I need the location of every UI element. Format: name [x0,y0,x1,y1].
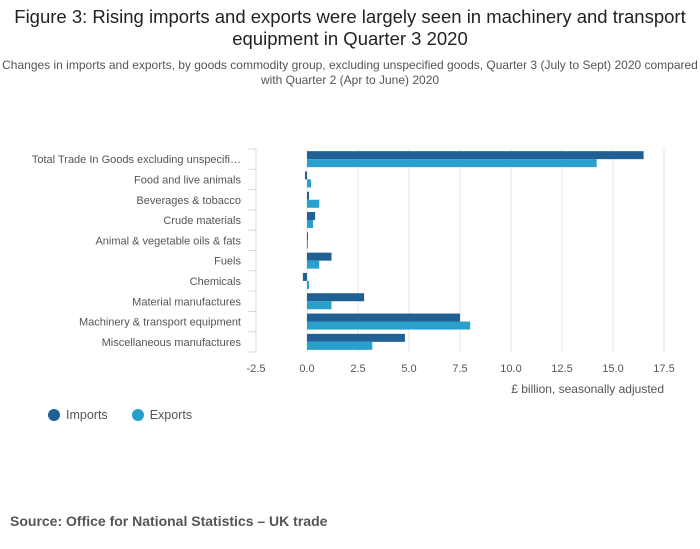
category-label: Miscellaneous manufactures [102,337,242,349]
bar-imports [307,252,332,261]
bar-imports [302,272,307,281]
chart-legend: Imports Exports [48,408,216,422]
category-label: Food and live animals [134,174,242,186]
category-label: Beverages & tobacco [136,195,241,207]
category-label: Total Trade In Goods excluding unspecifi… [32,154,241,166]
category-label: Fuels [214,256,241,268]
x-tick-label: 10.0 [500,363,521,375]
bar-exports [307,240,308,249]
bar-exports [307,260,320,269]
bar-imports [307,293,365,302]
bar-imports [307,191,310,200]
bar-exports [307,179,312,188]
x-tick-label: 0.0 [299,363,314,375]
bar-imports [307,151,644,160]
bar-exports [307,220,314,229]
bar-imports [307,232,308,241]
bar-imports [307,333,405,342]
x-tick-label: 5.0 [401,363,416,375]
x-tick-label: 2.5 [350,363,365,375]
chart-subtitle: Changes in imports and exports, by goods… [2,58,698,87]
bar-exports [307,199,320,208]
x-axis-title: £ billion, seasonally adjusted [511,382,664,396]
category-label: Material manufactures [132,296,241,308]
legend-swatch-imports [48,409,60,421]
legend-swatch-exports [131,409,144,421]
source-note: Source: Office for National Statistics –… [10,513,328,529]
bar-exports [307,159,597,168]
x-tick-label: 7.5 [452,363,467,375]
x-tick-label: -2.5 [247,363,266,375]
legend-label-imports: Imports [66,408,108,422]
legend-label-exports: Exports [149,408,193,422]
legend-item-exports[interactable]: Exports [131,408,193,422]
legend-item-imports[interactable]: Imports [48,408,108,422]
bar-exports [307,341,373,350]
bar-imports [307,313,460,322]
bar-imports [304,171,307,180]
category-label: Animal & vegetable oils & fats [95,235,241,247]
chart-title: Figure 3: Rising imports and exports wer… [14,6,686,49]
category-label: Chemicals [190,276,242,288]
bar-imports [307,212,316,221]
bar-exports [307,321,471,330]
x-tick-label: 17.5 [653,363,674,375]
x-tick-label: 12.5 [551,363,572,375]
bar-exports [307,301,332,310]
category-label: Crude materials [163,215,241,227]
category-label: Machinery & transport equipment [79,317,241,329]
x-tick-label: 15.0 [602,363,623,375]
bar-exports [307,280,310,289]
